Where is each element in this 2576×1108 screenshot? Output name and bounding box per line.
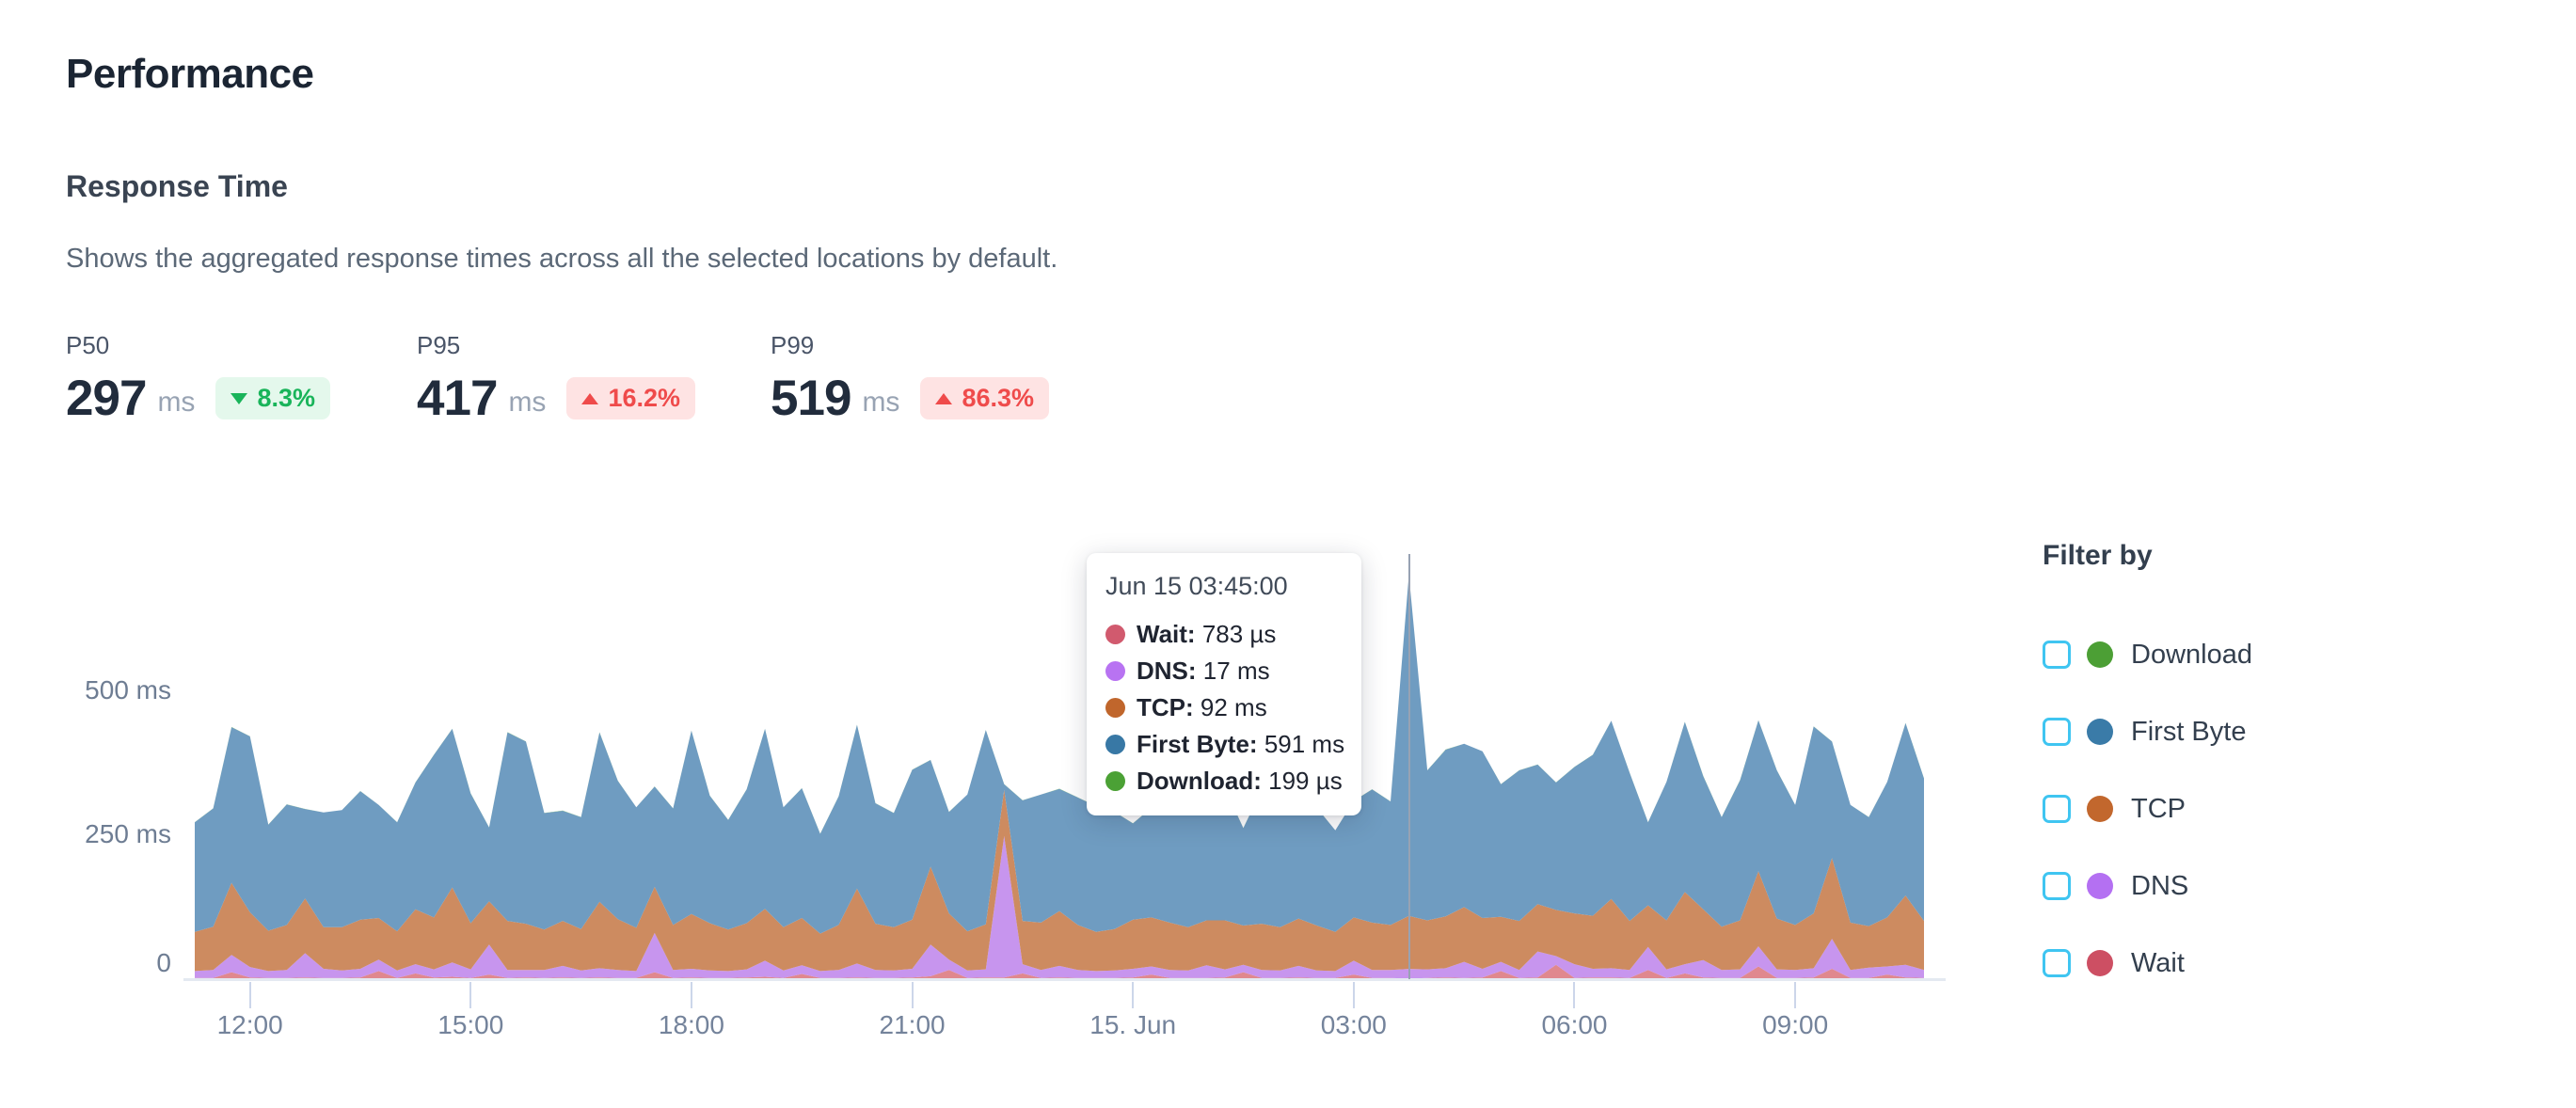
tcp-series-dot xyxy=(1105,698,1125,718)
triangle-up-icon xyxy=(935,392,953,404)
metric-delta-badge: 8.3% xyxy=(215,377,330,419)
x-axis-tick xyxy=(1132,982,1135,1008)
x-axis-baseline xyxy=(183,978,1946,981)
legend-item-dns[interactable]: DNS xyxy=(2043,870,2188,902)
chart-crosshair xyxy=(1407,554,1410,979)
legend-item-label: TCP xyxy=(2131,793,2186,824)
tooltip-value: 783 µs xyxy=(1201,620,1277,648)
triangle-down-icon xyxy=(231,392,248,404)
tooltip-value: 199 µs xyxy=(1268,767,1343,795)
x-axis-label: 03:00 xyxy=(1320,1010,1387,1039)
dns-checkbox[interactable] xyxy=(2043,872,2071,900)
metric-card-p50: P50 297 ms 8.3% xyxy=(66,331,405,423)
metric-delta-badge: 16.2% xyxy=(566,377,695,419)
x-axis-label: 12:00 xyxy=(216,1010,283,1039)
x-axis-label: 06:00 xyxy=(1541,1010,1608,1039)
x-axis-tick xyxy=(690,982,692,1008)
tooltip-row-first-byte: First Byte: 591 ms xyxy=(1105,726,1344,763)
tooltip-value: 92 ms xyxy=(1200,693,1267,721)
metric-value: 519 xyxy=(771,371,851,426)
filter-by-title: Filter by xyxy=(2043,540,2153,571)
metric-label: P50 xyxy=(66,331,110,359)
y-axis-label: 500 ms xyxy=(85,675,171,704)
tooltip-row-wait: Wait: 783 µs xyxy=(1105,616,1344,653)
x-axis-label: 09:00 xyxy=(1762,1010,1829,1039)
page-title: Performance xyxy=(66,51,314,97)
response-time-chart[interactable] xyxy=(195,541,1924,979)
metric-unit: ms xyxy=(157,386,196,418)
download-legend-dot xyxy=(2087,641,2113,668)
download-series-dot xyxy=(1105,771,1125,791)
tooltip-label: TCP: xyxy=(1137,693,1194,721)
y-axis-label: 250 ms xyxy=(85,819,171,848)
metric-card-p99: P99 519 ms 86.3% xyxy=(771,331,1109,423)
x-axis-label: 21:00 xyxy=(879,1010,946,1039)
metric-label: P95 xyxy=(417,331,461,359)
legend-item-label: First Byte xyxy=(2131,716,2247,747)
x-axis-label: 18:00 xyxy=(658,1010,724,1039)
metric-label: P99 xyxy=(771,331,815,359)
tooltip-label: First Byte: xyxy=(1137,730,1258,758)
triangle-up-icon xyxy=(581,392,599,404)
tooltip-label: Wait: xyxy=(1137,620,1196,648)
section-description: Shows the aggregated response times acro… xyxy=(66,244,1058,274)
first-byte-checkbox[interactable] xyxy=(2043,718,2071,746)
section-title: Response Time xyxy=(66,169,288,203)
area-series-tcp xyxy=(195,789,1924,972)
x-axis-tick xyxy=(1352,982,1355,1008)
tcp-legend-dot xyxy=(2087,796,2113,822)
tooltip-label: DNS: xyxy=(1137,657,1197,685)
x-axis-label: 15. Jun xyxy=(1089,1010,1177,1039)
area-series-first-byte xyxy=(195,575,1924,934)
legend-item-label: DNS xyxy=(2131,870,2189,901)
tooltip-row-download: Download: 199 µs xyxy=(1105,763,1344,799)
x-axis-tick xyxy=(1573,982,1576,1008)
metric-delta-badge: 86.3% xyxy=(920,377,1049,419)
metric-delta-value: 86.3% xyxy=(962,384,1034,412)
metric-unit: ms xyxy=(508,386,547,418)
x-axis-label: 15:00 xyxy=(437,1010,504,1039)
first-byte-series-dot xyxy=(1105,735,1125,754)
x-axis-tick xyxy=(911,982,914,1008)
tooltip-value: 591 ms xyxy=(1264,730,1345,758)
tooltip-row-tcp: TCP: 92 ms xyxy=(1105,689,1344,726)
dns-series-dot xyxy=(1105,661,1125,681)
legend-item-first-byte[interactable]: First Byte xyxy=(2043,716,2246,748)
metric-unit: ms xyxy=(862,386,900,418)
legend-item-download[interactable]: Download xyxy=(2043,639,2252,671)
metric-value: 297 xyxy=(66,371,147,426)
tooltip-title: Jun 15 03:45:00 xyxy=(1105,572,1288,600)
wait-checkbox[interactable] xyxy=(2043,949,2071,977)
tcp-checkbox[interactable] xyxy=(2043,795,2071,823)
y-axis-label: 0 xyxy=(156,948,171,977)
wait-legend-dot xyxy=(2087,950,2113,976)
x-axis-tick xyxy=(1794,982,1797,1008)
tooltip-label: Download: xyxy=(1137,767,1262,795)
x-axis-tick xyxy=(469,982,472,1008)
metric-delta-value: 8.3% xyxy=(257,384,315,412)
legend-item-label: Download xyxy=(2131,639,2252,670)
legend-item-tcp[interactable]: TCP xyxy=(2043,793,2186,825)
first-byte-legend-dot xyxy=(2087,719,2113,745)
dns-legend-dot xyxy=(2087,873,2113,899)
metric-value: 417 xyxy=(417,371,498,426)
area-series-dns xyxy=(195,835,1924,979)
x-axis-tick xyxy=(248,982,251,1008)
chart-tooltip: Jun 15 03:45:00 Wait: 783 µs DNS: 17 ms … xyxy=(1087,553,1361,815)
metric-card-p95: P95 417 ms 16.2% xyxy=(417,331,755,423)
tooltip-value: 17 ms xyxy=(1202,657,1270,685)
legend-item-label: Wait xyxy=(2131,947,2185,978)
metric-delta-value: 16.2% xyxy=(608,384,680,412)
area-series-wait xyxy=(195,964,1924,979)
wait-series-dot xyxy=(1105,625,1125,644)
legend-item-wait[interactable]: Wait xyxy=(2043,947,2185,979)
tooltip-row-dns: DNS: 17 ms xyxy=(1105,653,1344,689)
download-checkbox[interactable] xyxy=(2043,641,2071,669)
